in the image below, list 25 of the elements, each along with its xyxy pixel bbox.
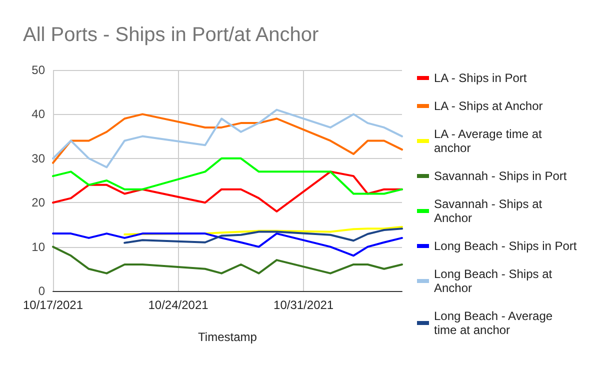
y-tick-label: 20 bbox=[32, 196, 46, 210]
line-series bbox=[124, 226, 403, 236]
legend-label: Savannah - Ships in Port bbox=[434, 169, 568, 183]
y-tick-label: 0 bbox=[38, 284, 46, 298]
legend-label: LA - Ships at Anchor bbox=[434, 99, 543, 113]
y-tick-label: 40 bbox=[32, 107, 46, 122]
legend-label: LA - Ships in Port bbox=[434, 71, 528, 85]
x-tick-label: 10/17/2021 bbox=[22, 298, 84, 312]
y-tick-label: 10 bbox=[32, 240, 46, 254]
x-axis-title: Timestamp bbox=[198, 330, 258, 344]
line-series bbox=[52, 170, 403, 212]
legend-label: Long Beach - Ships in Port bbox=[434, 239, 578, 253]
line-series bbox=[124, 228, 403, 244]
legend-label: Long Beach - Ships at Anchor bbox=[434, 267, 556, 295]
x-tick-label: 10/31/2021 bbox=[274, 298, 334, 312]
line-series bbox=[52, 246, 403, 274]
legend-label: Long Beach - Average time at anchor bbox=[434, 309, 556, 337]
x-tick-label: 10/24/2021 bbox=[148, 298, 209, 312]
legend-label: LA - Average time at anchor bbox=[434, 127, 546, 155]
line-series bbox=[52, 157, 403, 195]
y-tick-label: 30 bbox=[32, 151, 46, 166]
chart-title: All Ports - Ships in Port/at Anchor bbox=[23, 24, 320, 46]
line-series bbox=[52, 232, 403, 257]
legend-label: Savannah - Ships at Anchor bbox=[434, 197, 546, 225]
y-tick-label: 50 bbox=[32, 63, 46, 77]
